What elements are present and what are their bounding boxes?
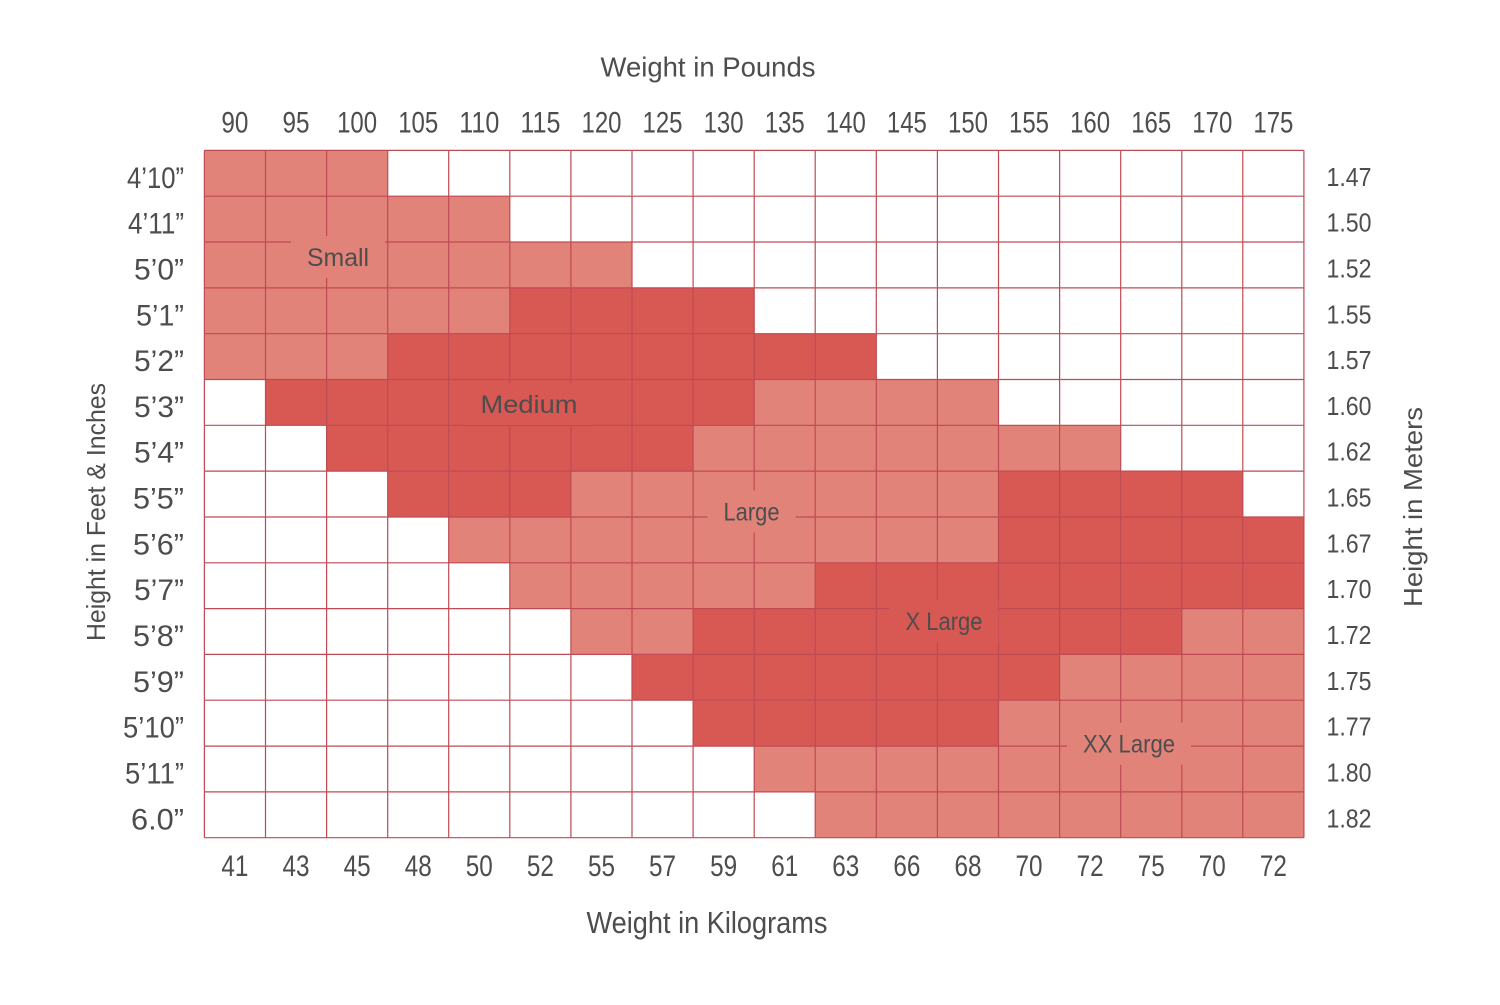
svg-text:130: 130 — [704, 107, 744, 140]
svg-text:1.70: 1.70 — [1327, 574, 1372, 604]
svg-text:57: 57 — [649, 850, 676, 883]
svg-text:XX Large: XX Large — [1083, 731, 1175, 759]
svg-text:4’11”: 4’11” — [128, 208, 184, 241]
svg-text:43: 43 — [283, 850, 310, 883]
svg-text:72: 72 — [1260, 850, 1287, 883]
svg-text:155: 155 — [1009, 107, 1049, 140]
svg-text:5’6”: 5’6” — [133, 528, 184, 561]
svg-text:Small: Small — [307, 244, 369, 272]
svg-text:Large: Large — [724, 499, 780, 527]
svg-text:105: 105 — [398, 107, 438, 140]
svg-text:160: 160 — [1070, 107, 1110, 140]
svg-text:95: 95 — [283, 107, 310, 140]
svg-text:1.50: 1.50 — [1327, 208, 1372, 238]
svg-text:5’3”: 5’3” — [134, 391, 184, 424]
svg-text:Height in Feet & Inches: Height in Feet & Inches — [81, 383, 111, 641]
svg-text:70: 70 — [1016, 850, 1043, 883]
svg-text:Height in Meters: Height in Meters — [1398, 407, 1428, 607]
svg-text:5’1”: 5’1” — [136, 299, 184, 332]
svg-text:1.62: 1.62 — [1327, 437, 1372, 467]
svg-text:1.77: 1.77 — [1327, 712, 1372, 742]
svg-text:X Large: X Large — [906, 608, 983, 636]
svg-text:1.57: 1.57 — [1327, 345, 1372, 375]
svg-text:110: 110 — [459, 107, 499, 140]
svg-text:140: 140 — [826, 107, 866, 140]
svg-text:5’8”: 5’8” — [133, 620, 184, 653]
svg-text:1.47: 1.47 — [1327, 162, 1372, 192]
svg-text:165: 165 — [1131, 107, 1171, 140]
svg-text:135: 135 — [765, 107, 805, 140]
svg-text:59: 59 — [710, 850, 737, 883]
svg-text:5’0”: 5’0” — [134, 253, 184, 286]
svg-text:Medium: Medium — [481, 391, 578, 419]
svg-text:50: 50 — [466, 850, 493, 883]
svg-text:45: 45 — [344, 850, 371, 883]
svg-text:1.80: 1.80 — [1327, 758, 1372, 788]
svg-text:1.72: 1.72 — [1327, 620, 1372, 650]
svg-text:1.52: 1.52 — [1327, 253, 1372, 283]
svg-text:145: 145 — [887, 107, 927, 140]
svg-text:150: 150 — [948, 107, 988, 140]
svg-text:52: 52 — [527, 850, 554, 883]
svg-text:1.55: 1.55 — [1327, 299, 1372, 329]
svg-text:120: 120 — [582, 107, 622, 140]
svg-text:63: 63 — [832, 850, 859, 883]
svg-text:5’7”: 5’7” — [134, 574, 184, 607]
svg-text:100: 100 — [337, 107, 377, 140]
svg-text:68: 68 — [955, 850, 982, 883]
svg-text:115: 115 — [520, 107, 560, 140]
svg-text:1.67: 1.67 — [1327, 528, 1372, 558]
svg-text:Weight in Kilograms: Weight in Kilograms — [587, 905, 828, 940]
svg-text:5’11”: 5’11” — [125, 758, 184, 791]
svg-text:1.75: 1.75 — [1327, 666, 1372, 696]
svg-text:70: 70 — [1199, 850, 1226, 883]
svg-text:5’2”: 5’2” — [134, 345, 184, 378]
svg-text:4’10”: 4’10” — [127, 162, 184, 195]
svg-text:61: 61 — [771, 850, 798, 883]
svg-text:75: 75 — [1138, 850, 1165, 883]
svg-text:48: 48 — [405, 850, 432, 883]
svg-text:1.60: 1.60 — [1327, 391, 1372, 421]
svg-text:Weight in Pounds: Weight in Pounds — [601, 52, 816, 83]
svg-text:5’4”: 5’4” — [134, 437, 184, 470]
svg-text:125: 125 — [643, 107, 683, 140]
svg-text:66: 66 — [893, 850, 920, 883]
svg-text:55: 55 — [588, 850, 615, 883]
svg-text:1.65: 1.65 — [1327, 483, 1372, 513]
svg-text:175: 175 — [1253, 107, 1293, 140]
svg-text:90: 90 — [221, 107, 248, 140]
svg-text:5’9”: 5’9” — [133, 666, 184, 699]
svg-text:1.82: 1.82 — [1327, 803, 1372, 833]
svg-text:170: 170 — [1192, 107, 1232, 140]
svg-text:6.0”: 6.0” — [131, 803, 184, 836]
svg-text:5’10”: 5’10” — [123, 712, 184, 745]
svg-text:5’5”: 5’5” — [133, 483, 184, 516]
svg-text:41: 41 — [221, 850, 248, 883]
svg-text:72: 72 — [1077, 850, 1104, 883]
